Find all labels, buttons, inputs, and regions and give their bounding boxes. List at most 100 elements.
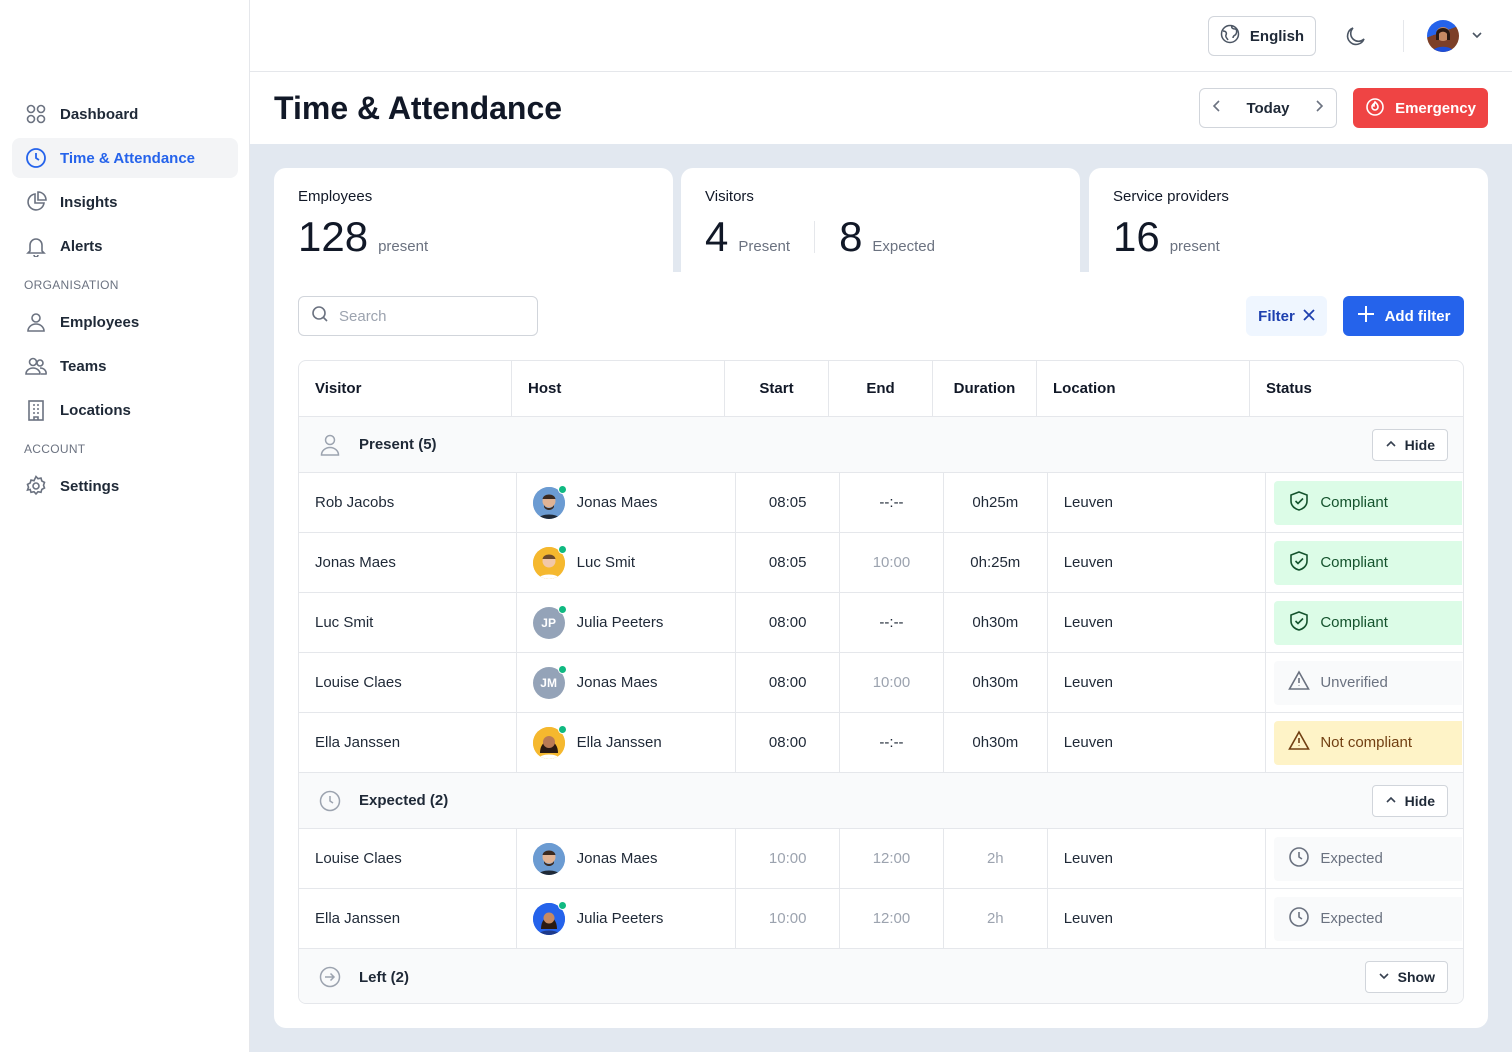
chevron-up-icon	[1385, 437, 1397, 453]
sidebar-item-time-attendance[interactable]: Time & Attendance	[12, 138, 238, 178]
filter-chip[interactable]: Filter	[1246, 296, 1327, 336]
filter-label: Filter	[1258, 307, 1295, 325]
group-present: Present (5) Hide	[299, 417, 1463, 473]
sidebar-item-settings[interactable]: Settings	[12, 466, 238, 506]
divider	[814, 221, 816, 253]
sidebar-item-alerts[interactable]: Alerts	[12, 226, 238, 266]
chevron-down-icon[interactable]	[1470, 28, 1484, 47]
host-name: Luc Smit	[576, 554, 635, 571]
table-row[interactable]: Ella Janssen Ella Janssen 08:00 --:-- 0h…	[299, 713, 1463, 773]
end-time: --:--	[840, 473, 944, 532]
search-input[interactable]	[339, 307, 519, 325]
location: Leuven	[1048, 713, 1267, 772]
column-header-host[interactable]: Host	[512, 361, 725, 416]
chevron-left-icon[interactable]	[1210, 99, 1224, 117]
online-indicator	[557, 544, 567, 554]
warning-icon	[1288, 669, 1311, 696]
emergency-button[interactable]: Emergency	[1353, 88, 1488, 128]
start-time: 08:00	[736, 653, 841, 712]
sidebar-item-label: Teams	[60, 357, 107, 375]
column-header-start[interactable]: Start	[725, 361, 829, 416]
status-cell: Unverified	[1266, 653, 1463, 712]
stat-unit-present: Present	[738, 238, 791, 255]
host-name: Julia Peeters	[576, 614, 664, 631]
close-icon[interactable]	[1303, 308, 1315, 325]
duration: 0h25m	[944, 473, 1048, 532]
section-organisation: ORGANISATION	[24, 278, 119, 292]
grid-icon	[24, 102, 48, 126]
user-icon	[319, 434, 341, 456]
bell-icon	[24, 234, 48, 258]
clock-icon	[319, 790, 341, 812]
host-cell: Luc Smit	[517, 533, 737, 592]
hide-label: Hide	[1404, 793, 1435, 809]
flame-icon	[1365, 96, 1385, 120]
column-header-status[interactable]: Status	[1266, 380, 1312, 397]
table-row[interactable]: Luc Smit JP Julia Peeters 08:00 --:-- 0h…	[299, 593, 1463, 653]
visitor-name: Ella Janssen	[299, 889, 517, 948]
stat-service-providers: Service providers 16 present	[1089, 168, 1488, 272]
show-button[interactable]: Show	[1364, 961, 1448, 993]
language-label: English	[1249, 27, 1305, 45]
sidebar-item-dashboard[interactable]: Dashboard	[12, 94, 238, 134]
status-cell: Compliant	[1266, 533, 1463, 592]
stat-unit: present	[378, 238, 429, 255]
end-time: --:--	[840, 593, 944, 652]
user-avatar[interactable]	[1427, 20, 1459, 52]
avatar	[532, 724, 567, 759]
hide-button[interactable]: Hide	[1371, 785, 1448, 817]
table-row[interactable]: Jonas Maes Luc Smit 08:05 10:00 0h:25m L…	[299, 533, 1463, 593]
shield-check-icon	[1288, 550, 1310, 576]
sidebar-item-label: Time & Attendance	[60, 149, 196, 167]
user-icon	[24, 310, 48, 334]
emergency-label: Emergency	[1395, 99, 1476, 117]
location: Leuven	[1048, 473, 1267, 532]
host-cell: Julia Peeters	[517, 889, 737, 948]
visitor-name: Luc Smit	[299, 593, 517, 652]
location: Leuven	[1048, 653, 1267, 712]
group-left: Left (2) Show	[299, 949, 1463, 1003]
duration: 0h30m	[944, 593, 1048, 652]
start-time: 08:00	[736, 713, 841, 772]
add-filter-button[interactable]: Add filter	[1343, 296, 1464, 336]
sidebar-item-teams[interactable]: Teams	[12, 346, 238, 386]
duration: 0h30m	[944, 713, 1048, 772]
online-indicator	[557, 900, 567, 910]
location: Leuven	[1048, 829, 1267, 888]
location: Leuven	[1048, 889, 1267, 948]
sidebar-item-employees[interactable]: Employees	[12, 302, 238, 342]
column-header-visitor[interactable]: Visitor	[299, 361, 512, 416]
sidebar-item-insights[interactable]: Insights	[12, 182, 238, 222]
stat-value-expected: 8	[839, 213, 863, 260]
column-header-duration[interactable]: Duration	[933, 361, 1037, 416]
date-label[interactable]: Today	[1246, 99, 1290, 117]
host-name: Jonas Maes	[576, 494, 658, 511]
avatar: JP	[532, 604, 567, 639]
status-cell: Not compliant	[1266, 713, 1463, 772]
table-row[interactable]: Louise Claes JM Jonas Maes 08:00 10:00 0…	[299, 653, 1463, 713]
plus-icon	[1357, 305, 1375, 327]
sidebar-item-locations[interactable]: Locations	[12, 390, 238, 430]
status-badge: Compliant	[1274, 540, 1463, 585]
search-box[interactable]	[298, 296, 538, 336]
status-label: Expected	[1320, 910, 1383, 927]
hide-button[interactable]: Hide	[1371, 429, 1448, 461]
language-button[interactable]: English	[1208, 16, 1316, 56]
date-navigator: Today	[1199, 88, 1337, 128]
status-badge: Not compliant	[1274, 720, 1463, 765]
column-header-end[interactable]: End	[829, 361, 933, 416]
chevron-right-icon[interactable]	[1312, 99, 1326, 117]
table-row[interactable]: Ella Janssen Julia Peeters 10:00 12:00 2…	[299, 889, 1463, 949]
stat-visitors: Visitors 4 Present 8 Expected	[681, 168, 1080, 272]
avatar	[532, 900, 567, 935]
sidebar-item-label: Settings	[60, 477, 120, 495]
stat-unit-expected: Expected	[872, 238, 935, 255]
table-row[interactable]: Rob Jacobs Jonas Maes 08:05 --:-- 0h25m …	[299, 473, 1463, 533]
column-header-location[interactable]: Location	[1037, 361, 1250, 416]
dark-mode-toggle[interactable]	[1344, 24, 1368, 53]
clock-icon	[1288, 906, 1310, 932]
table-row[interactable]: Louise Claes Jonas Maes 10:00 12:00 2h L…	[299, 829, 1463, 889]
host-cell: JM Jonas Maes	[517, 653, 737, 712]
host-name: Julia Peeters	[576, 910, 664, 927]
start-time: 08:00	[736, 593, 841, 652]
